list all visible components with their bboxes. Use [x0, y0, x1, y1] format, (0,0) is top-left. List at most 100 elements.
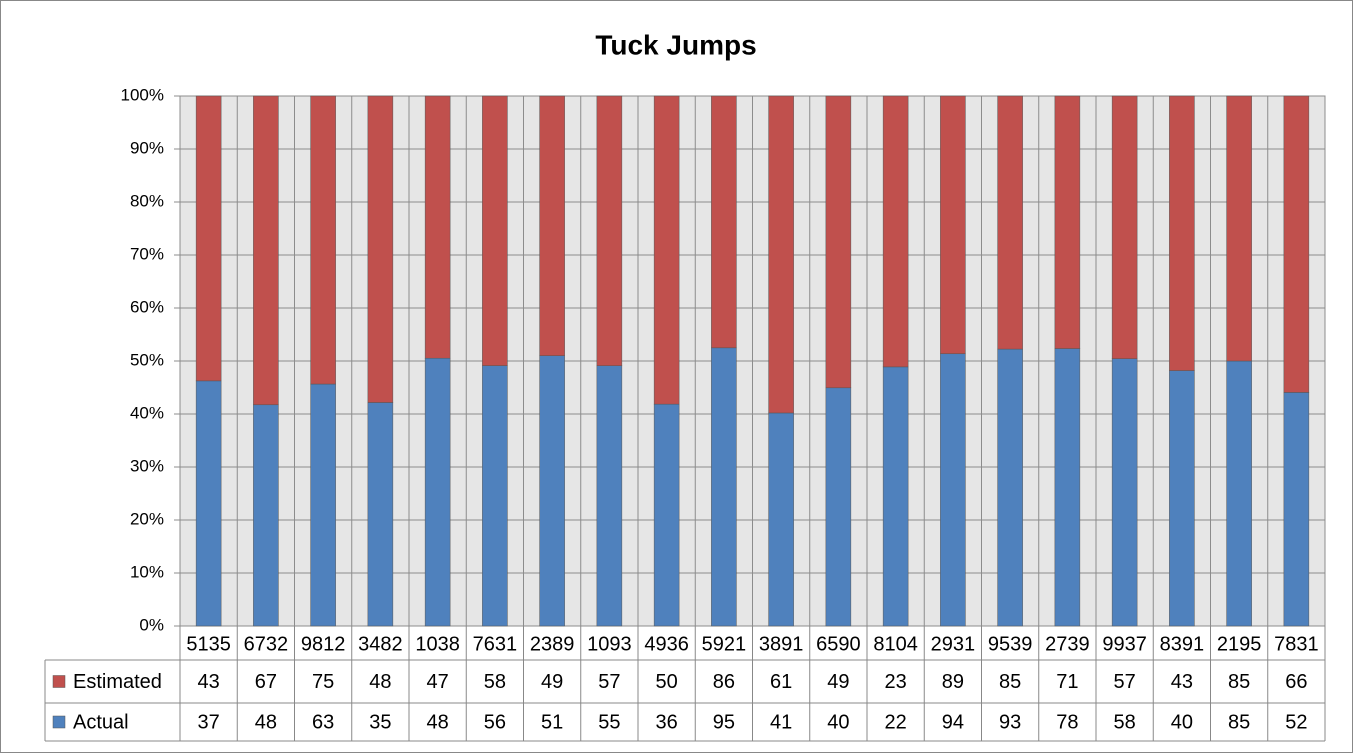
legend-label: Estimated: [73, 671, 162, 693]
x-tick-label: 9937: [1102, 633, 1147, 655]
y-tick-label: 30%: [130, 456, 164, 475]
bar-segment: [711, 347, 737, 627]
bar-segment: [1169, 95, 1195, 371]
bar-segment: [482, 365, 508, 627]
bar-segment: [195, 95, 222, 382]
x-tick-label: 3482: [358, 633, 403, 655]
x-tick-label: 5135: [186, 633, 231, 655]
table-value: 93: [999, 711, 1021, 733]
bar-segment: [596, 95, 623, 366]
table-value: 43: [1171, 671, 1193, 693]
table-value: 51: [541, 711, 563, 733]
bar-segment: [310, 95, 336, 385]
x-tick-label: 6732: [244, 633, 289, 655]
table-value: 48: [369, 671, 391, 693]
y-tick-label: 0%: [139, 615, 164, 634]
table-value: 85: [1228, 671, 1250, 693]
table-value: 63: [312, 711, 334, 733]
bar-segment: [310, 383, 336, 627]
bar-segment: [653, 403, 680, 627]
table-value: 41: [770, 711, 792, 733]
x-tick-label: 2931: [931, 633, 976, 655]
y-tick-label: 20%: [130, 509, 164, 528]
bar-segment: [768, 412, 794, 627]
table-value: 50: [656, 671, 678, 693]
table-value: 67: [255, 671, 277, 693]
x-tick-label: 2389: [530, 633, 575, 655]
x-tick-label: 3891: [759, 633, 804, 655]
bar-segment: [596, 365, 623, 627]
table-value: 94: [942, 711, 964, 733]
y-tick-label: 100%: [121, 85, 164, 104]
bar-segment: [1283, 95, 1310, 393]
chart-title: Tuck Jumps: [595, 29, 756, 60]
bar-segment: [195, 380, 222, 627]
bar-segment: [882, 366, 909, 627]
x-tick-label: 9539: [988, 633, 1033, 655]
x-tick-label: 7831: [1274, 633, 1319, 655]
bar-segment: [653, 95, 680, 405]
table-value: 89: [942, 671, 964, 693]
bar-segment: [940, 353, 966, 627]
x-tick-label: 8104: [873, 633, 918, 655]
table-value: 49: [827, 671, 849, 693]
y-tick-label: 70%: [130, 244, 164, 263]
bar-segment: [424, 95, 451, 359]
bar-segment: [711, 95, 737, 349]
table-value: 86: [713, 671, 735, 693]
table-value: 95: [713, 711, 735, 733]
legend-swatch: [52, 675, 66, 688]
legend-label: Actual: [73, 711, 129, 733]
table-value: 75: [312, 671, 334, 693]
y-tick-label: 80%: [130, 191, 164, 210]
y-tick-label: 40%: [130, 403, 164, 422]
table-value: 48: [427, 711, 449, 733]
table-value: 61: [770, 671, 792, 693]
table-value: 22: [885, 711, 907, 733]
table-value: 52: [1285, 711, 1307, 733]
bar-segment: [825, 387, 852, 627]
y-tick-label: 90%: [130, 138, 164, 157]
table-value: 49: [541, 671, 563, 693]
x-tick-label: 1093: [587, 633, 632, 655]
bar-segment: [1054, 348, 1081, 627]
bar-segment: [825, 95, 852, 389]
bar-segment: [768, 95, 794, 414]
bar-segment: [253, 95, 279, 406]
bar-segment: [997, 348, 1023, 627]
bar-segment: [997, 95, 1023, 350]
x-tick-label: 5921: [702, 633, 747, 655]
bar-segment: [367, 95, 394, 403]
x-tick-label: 9812: [301, 633, 346, 655]
y-tick-label: 50%: [130, 350, 164, 369]
bar-segment: [482, 95, 508, 366]
table-value: 66: [1285, 671, 1307, 693]
legend-swatch: [52, 715, 66, 729]
table-value: 37: [198, 711, 220, 733]
table-value: 55: [598, 711, 620, 733]
x-tick-label: 4936: [644, 633, 689, 655]
bar-segment: [367, 402, 394, 627]
table-value: 35: [369, 711, 391, 733]
table-value: 47: [427, 671, 449, 693]
table-value: 85: [999, 671, 1021, 693]
x-tick-label: 6590: [816, 633, 861, 655]
bar-segment: [1054, 95, 1081, 349]
table-value: 85: [1228, 711, 1250, 733]
bar-segment: [1111, 95, 1138, 359]
table-value: 57: [1114, 671, 1136, 693]
x-tick-label: 2739: [1045, 633, 1090, 655]
bar-segment: [253, 404, 279, 627]
table-value: 36: [656, 711, 678, 733]
table-value: 58: [1114, 711, 1136, 733]
bar-segment: [539, 95, 565, 356]
table-value: 43: [198, 671, 220, 693]
x-tick-label: 7631: [473, 633, 518, 655]
bar-segment: [1226, 95, 1252, 362]
table-value: 48: [255, 711, 277, 733]
table-value: 40: [1171, 711, 1193, 733]
x-tick-label: 8391: [1160, 633, 1205, 655]
table-value: 71: [1056, 671, 1078, 693]
table-value: 78: [1056, 711, 1078, 733]
x-tick-label: 2195: [1217, 633, 1262, 655]
